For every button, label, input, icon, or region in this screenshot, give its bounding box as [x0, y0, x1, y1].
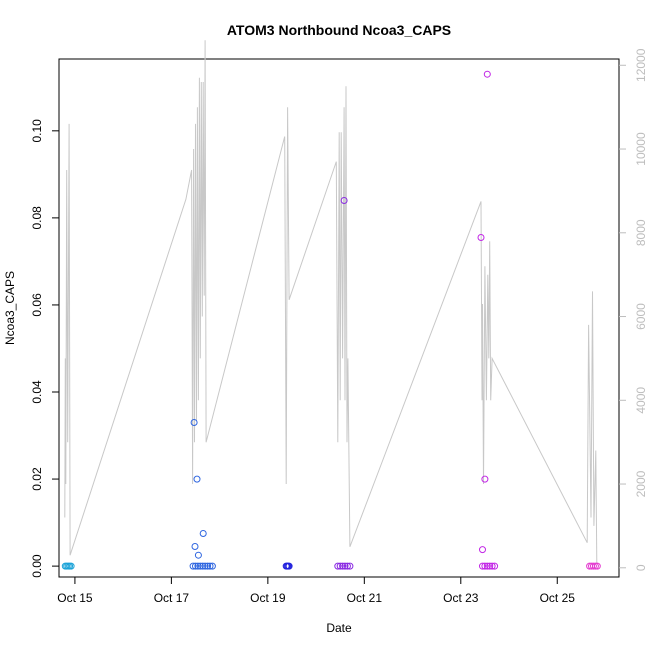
data-point: [334, 562, 342, 570]
x-tick-label: Oct 21: [347, 591, 383, 605]
chart-title: ATOM3 Northbound Ncoa3_CAPS: [227, 22, 451, 38]
y-tick-label: 0.00: [30, 554, 44, 578]
data-point: [193, 475, 201, 483]
data-point: [491, 562, 499, 570]
y2-tick-label: 12000: [634, 48, 648, 82]
y-tick-label: 0.02: [30, 467, 44, 491]
data-point: [192, 562, 199, 570]
x-axis: Oct 15 Oct 17 Oct 19 Oct 21 Oct 23 Oct 25: [57, 577, 575, 605]
y-tick-label: 0.06: [30, 293, 44, 317]
y-axis-label: Ncoa3_CAPS: [3, 271, 17, 345]
y2-tick-label: 8000: [634, 219, 648, 246]
data-point: [204, 562, 212, 570]
data-point: [481, 475, 489, 483]
data-point: [194, 551, 202, 559]
x-tick-label: Oct 23: [443, 591, 479, 605]
data-point: [196, 562, 204, 570]
secondary-line-series: [64, 40, 598, 564]
x-tick-label: Oct 19: [250, 591, 286, 605]
data-point: [189, 562, 197, 570]
x-tick-label: Oct 15: [57, 591, 93, 605]
data-point: [190, 419, 198, 426]
data-point: [194, 562, 202, 570]
data-point: [486, 562, 494, 570]
data-point: [589, 562, 597, 570]
y-tick-label: 0.08: [30, 206, 44, 230]
y-tick-label: 0.10: [30, 119, 44, 143]
x-tick-label: Oct 17: [154, 591, 190, 605]
data-point: [201, 562, 209, 570]
data-point: [339, 562, 347, 570]
secondary-line: [64, 40, 598, 564]
plot-area-frame: [58, 58, 620, 578]
y-tick-label: 0.04: [30, 380, 44, 404]
y2-tick-label: 10000: [634, 132, 648, 166]
data-point: [336, 562, 344, 570]
y2-tick-label: 2000: [634, 470, 648, 497]
y2-tick-label: 0: [634, 564, 648, 571]
data-point: [479, 546, 486, 554]
data-point: [206, 562, 214, 570]
data-point: [481, 562, 489, 570]
y2-tick-label: 4000: [634, 387, 648, 414]
data-point: [340, 197, 348, 204]
data-point: [479, 562, 486, 570]
y-axis-right: 0 2000 4000 6000 8000 10000 12000: [619, 48, 648, 571]
x-tick-label: Oct 25: [540, 591, 576, 605]
data-point: [593, 562, 601, 570]
y2-tick-label: 6000: [634, 303, 648, 330]
data-point: [591, 562, 599, 570]
data-point: [208, 562, 216, 570]
data-point: [477, 234, 485, 241]
data-point: [483, 70, 491, 78]
data-point: [199, 530, 207, 537]
data-points-series: [61, 70, 601, 570]
data-point: [67, 562, 75, 570]
x-axis-label: Date: [326, 621, 352, 635]
data-point: [488, 562, 496, 570]
data-point: [285, 562, 293, 570]
data-point: [341, 562, 349, 570]
data-point: [191, 543, 199, 550]
data-point: [199, 562, 207, 570]
data-point: [343, 562, 351, 570]
data-point: [346, 562, 354, 570]
y-axis-left: 0.00 0.02 0.04 0.06 0.08 0.10: [30, 119, 59, 578]
data-point: [483, 562, 491, 570]
